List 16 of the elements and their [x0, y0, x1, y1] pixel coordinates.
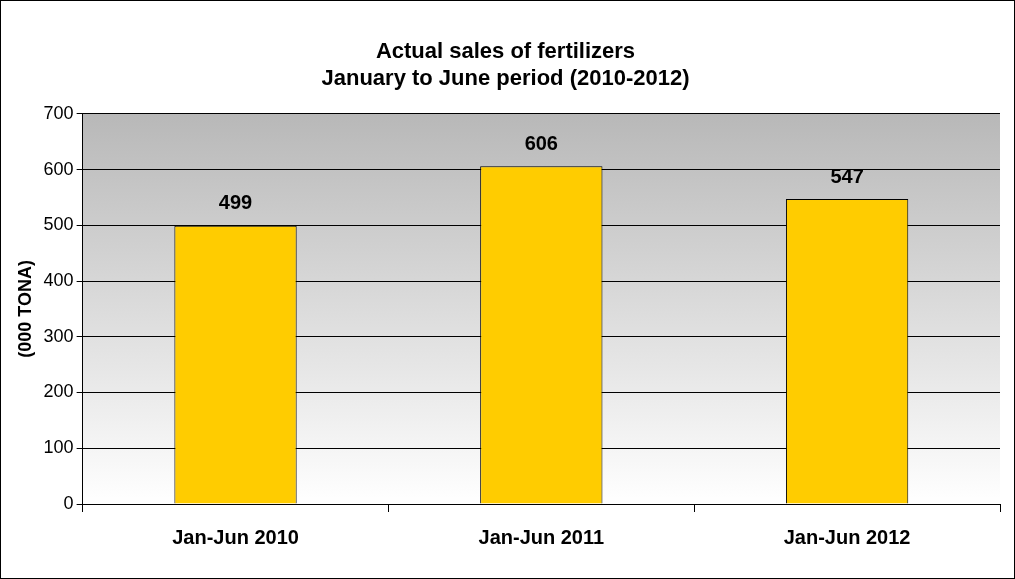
x-tick-label: Jan-Jun 2011	[478, 525, 605, 548]
y-tick-label: 100	[43, 437, 74, 458]
y-tick-label: 500	[43, 214, 74, 235]
data-label: 606	[524, 131, 558, 154]
y-axis-title: (000 TONA)	[14, 260, 35, 358]
text: Actual sales of fertilizers	[375, 38, 636, 64]
data-label: 499	[218, 191, 253, 214]
y-tick-label: 200	[43, 381, 74, 402]
x-tick-label: Jan-Jun 2012	[783, 525, 911, 548]
y-tick-label: 0	[63, 492, 74, 513]
x-tick-label: Jan-Jun 2010	[172, 525, 299, 548]
y-tick-label: 700	[43, 102, 74, 123]
y-tick-label: 600	[43, 158, 74, 179]
y-tick-label: 300	[43, 325, 74, 346]
text: January to June period (2010-2012)	[321, 64, 690, 90]
y-tick-label: 400	[43, 270, 74, 290]
